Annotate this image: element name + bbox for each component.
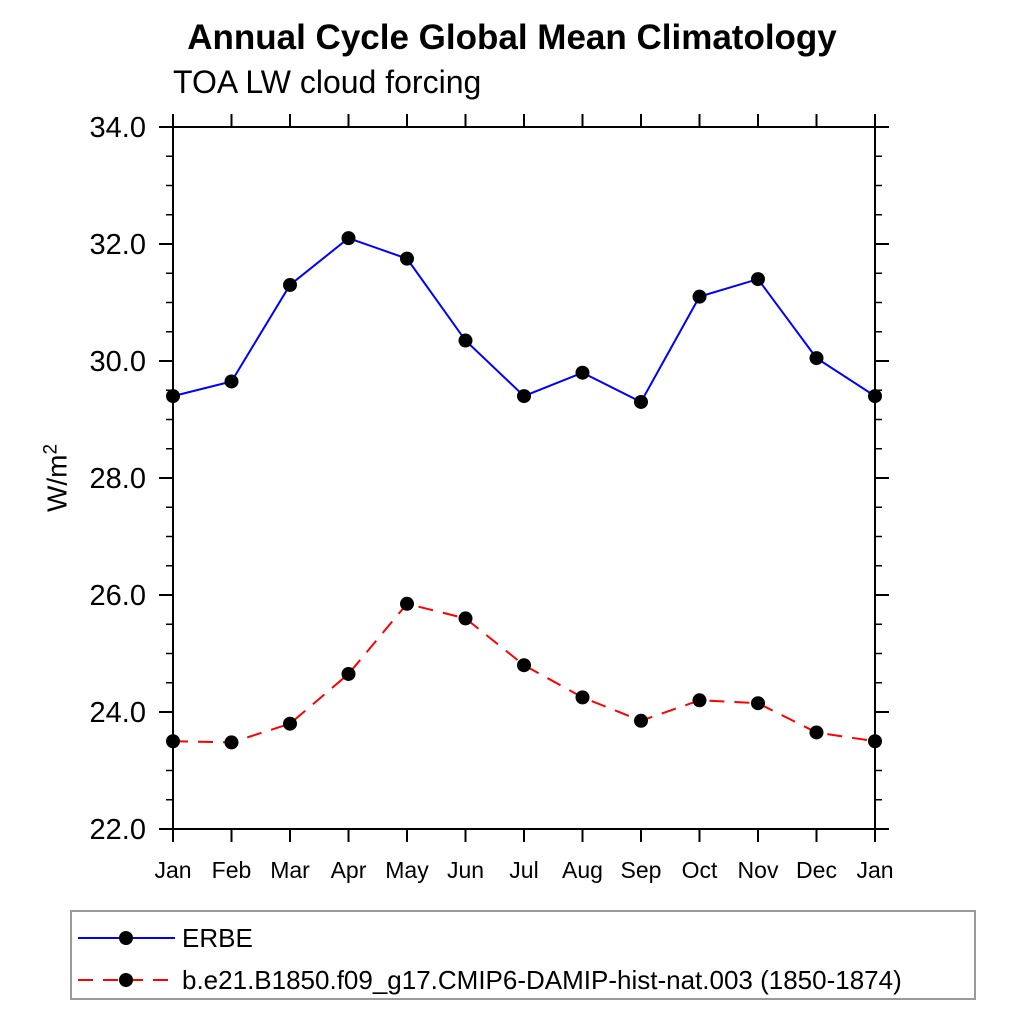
data-point-marker [283,277,297,292]
x-tick-label: Dec [796,857,837,883]
data-point-marker [634,713,648,728]
data-point-marker [341,666,356,681]
series-line-1 [172,602,876,744]
x-tick-label: Jul [509,857,538,883]
data-point-marker [575,365,590,380]
legend-label: ERBE [182,922,253,953]
x-tick-label: May [385,857,429,883]
y-tick-label: 28.0 [90,463,146,495]
x-tick-label: Apr [331,857,367,883]
data-point-marker [224,735,239,750]
legend: ERBE b.e21.B1850.f09_g17.CMIP6-DAMIP-his… [70,910,976,1000]
data-point-marker [634,394,648,409]
data-point-marker [341,231,356,246]
x-tick-label: Aug [562,857,603,883]
data-point-marker [751,272,765,287]
data-point-marker [809,725,824,740]
y-tick-label: 26.0 [90,580,146,612]
data-point-marker [458,611,473,626]
legend-sample-marker [119,931,133,945]
data-point-marker [283,716,297,731]
x-tick-label: Feb [212,857,252,883]
data-point-marker [868,389,882,404]
legend-sample-marker [119,973,133,987]
data-point-marker [224,374,239,389]
data-point-marker [517,389,531,404]
data-point-marker [458,333,473,348]
y-tick-label: 32.0 [90,229,146,261]
legend-entry-model: b.e21.B1850.f09_g17.CMIP6-DAMIP-hist-nat… [78,965,902,995]
data-point-marker [166,389,180,404]
data-point-marker [575,690,590,705]
y-tick-label: 24.0 [90,697,146,729]
data-point-marker [400,251,414,266]
x-tick-label: Jun [447,857,484,883]
y-tick-label: 30.0 [90,346,146,378]
data-point-marker [400,596,414,611]
legend-line-sample-dashed [78,973,175,987]
plot-frame [172,126,876,830]
x-tick-label: Oct [682,857,718,883]
data-point-marker [166,734,180,749]
data-point-marker [809,351,824,366]
data-point-marker [692,693,707,708]
legend-label: b.e21.B1850.f09_g17.CMIP6-DAMIP-hist-nat… [182,964,902,995]
chart-subtitle: TOA LW cloud forcing [173,64,482,100]
x-tick-label: Jan [856,857,893,883]
data-point-marker [868,734,882,749]
y-tick-label: 22.0 [90,814,146,846]
legend-line-sample-solid [78,931,175,945]
data-point-marker [692,289,707,304]
x-tick-label: Sep [621,857,662,883]
data-point-marker [751,696,765,711]
series-line-0 [172,237,876,404]
x-tick-label: Jan [154,857,191,883]
x-tick-label: Nov [738,857,779,883]
legend-entry-erbe: ERBE [78,923,253,953]
chart-title: Annual Cycle Global Mean Climatology [187,18,837,57]
data-point-marker [517,658,531,673]
y-tick-label: 34.0 [90,112,146,144]
x-tick-label: Mar [270,857,310,883]
